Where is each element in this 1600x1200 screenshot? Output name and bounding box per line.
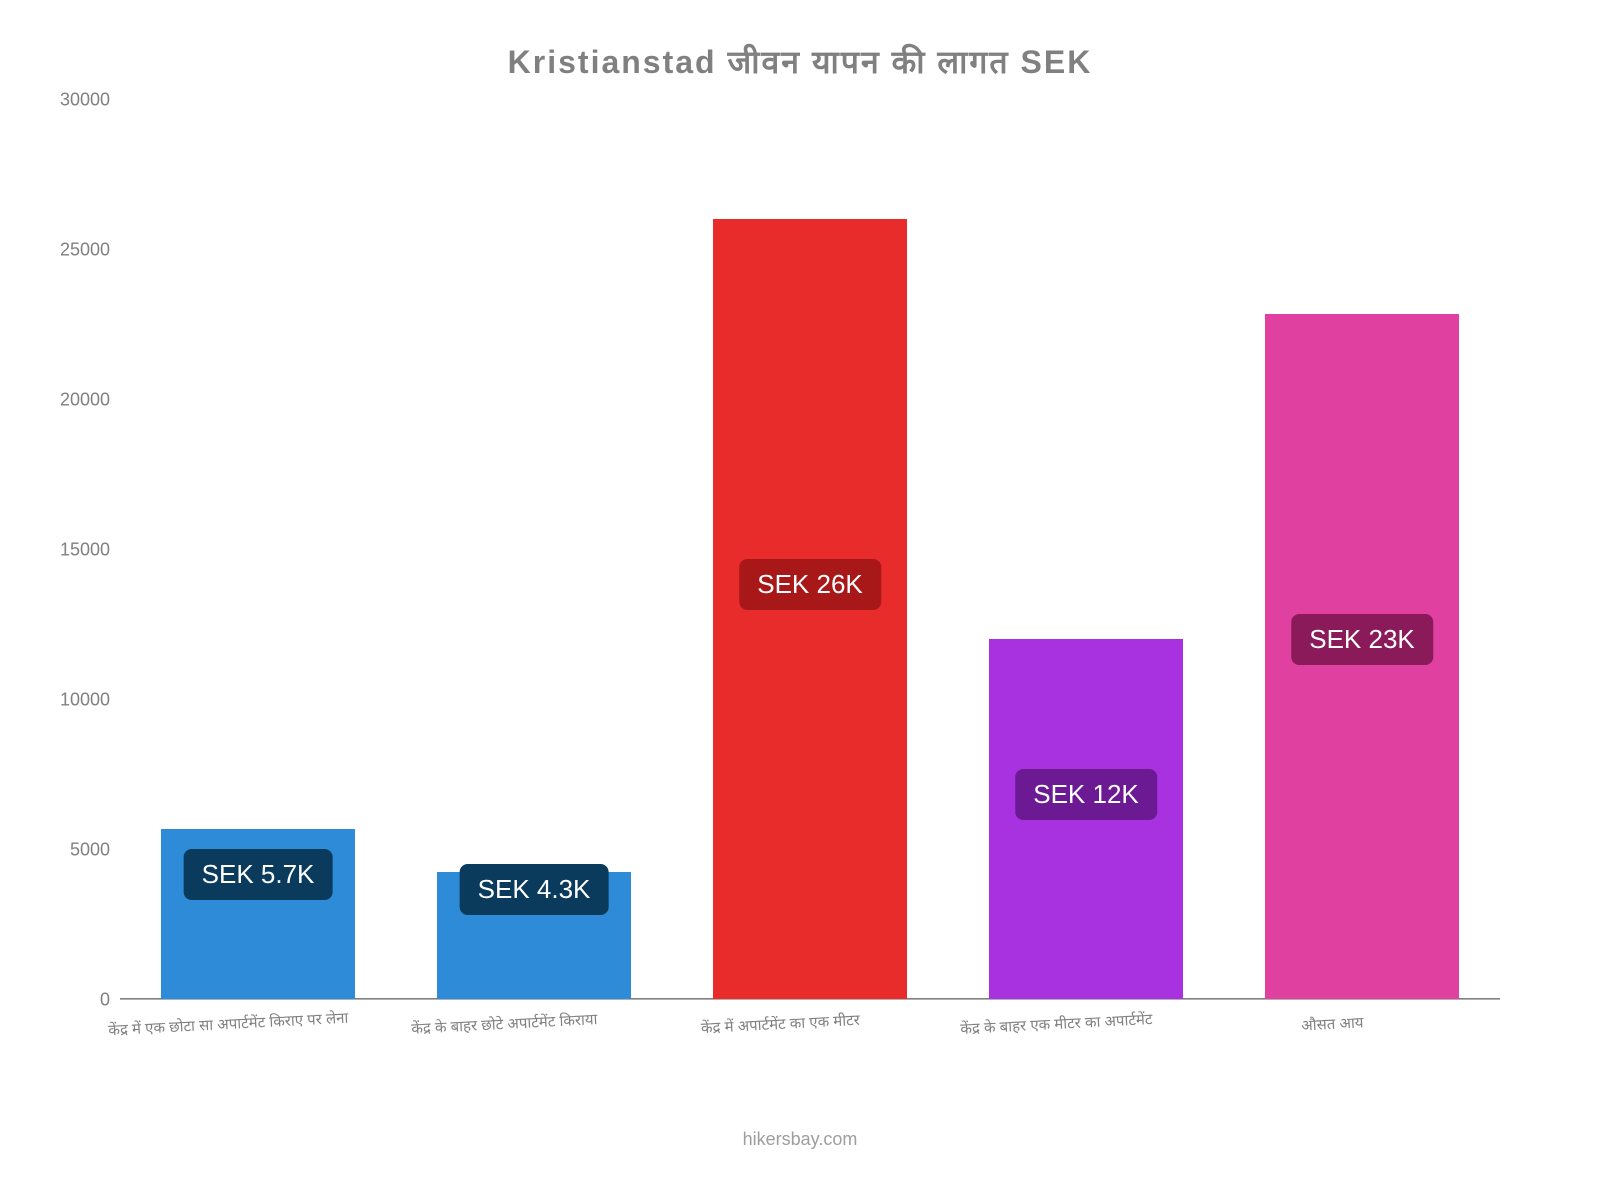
bar-value-label: SEK 26K: [739, 559, 881, 610]
y-tick-label: 20000: [60, 390, 110, 411]
y-axis: 050001000015000200002500030000: [50, 100, 120, 1000]
bar-slot: SEK 26K: [672, 100, 948, 999]
page-title: Kristianstad जीवन यापन की लागत SEK: [0, 0, 1600, 83]
x-tick-label: औसत आय: [1193, 993, 1470, 1041]
chart-container: 050001000015000200002500030000 SEK 5.7KS…: [120, 100, 1500, 1000]
bar-value-label: SEK 12K: [1015, 769, 1157, 820]
x-tick-label: केंद्र में अपार्टमेंट का एक मीटर: [641, 993, 918, 1041]
watermark-text: hikersbay.com: [743, 1129, 858, 1150]
x-tick-label: केंद्र के बाहर छोटे अपार्टमेंट किराया: [365, 993, 642, 1041]
bar: SEK 26K: [713, 219, 906, 999]
bar-slot: SEK 12K: [948, 100, 1224, 999]
x-tick-label: केंद्र के बाहर एक मीटर का अपार्टमेंट: [917, 993, 1194, 1041]
bars-group: SEK 5.7K SEK 4.3K SEK 26K SEK 12K SEK 23K: [120, 100, 1500, 999]
y-tick-label: 25000: [60, 240, 110, 261]
x-axis-labels: केंद्र में एक छोटा सा अपार्टमेंट किराए प…: [120, 1000, 1500, 1034]
bar-value-label: SEK 5.7K: [184, 849, 333, 900]
bar: SEK 12K: [989, 639, 1182, 999]
x-tick-label: केंद्र में एक छोटा सा अपार्टमेंट किराए प…: [89, 993, 366, 1041]
bar-slot: SEK 4.3K: [396, 100, 672, 999]
y-tick-label: 15000: [60, 540, 110, 561]
bar-slot: SEK 23K: [1224, 100, 1500, 999]
plot-area: SEK 5.7K SEK 4.3K SEK 26K SEK 12K SEK 23K: [120, 100, 1500, 1000]
bar-slot: SEK 5.7K: [120, 100, 396, 999]
y-tick-label: 5000: [70, 840, 110, 861]
y-tick-label: 30000: [60, 90, 110, 111]
bar: SEK 23K: [1265, 314, 1458, 1000]
bar: SEK 5.7K: [161, 829, 354, 999]
bar: SEK 4.3K: [437, 872, 630, 1000]
bar-value-label: SEK 23K: [1291, 614, 1433, 665]
bar-value-label: SEK 4.3K: [460, 864, 609, 915]
y-tick-label: 10000: [60, 690, 110, 711]
